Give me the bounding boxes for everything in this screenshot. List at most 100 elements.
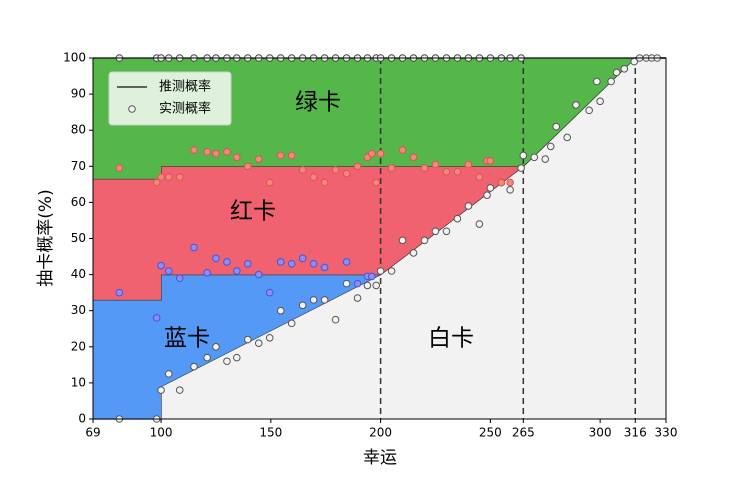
- measured-point: [287, 259, 296, 268]
- measured-point: [265, 178, 274, 187]
- measured-point: [483, 191, 491, 199]
- measured-point: [232, 353, 241, 362]
- measured-point: [585, 106, 593, 115]
- measured-point: [475, 173, 484, 181]
- measured-point: [223, 148, 231, 156]
- area-label: 绿卡: [295, 90, 341, 116]
- measured-point: [530, 153, 539, 162]
- measured-point: [409, 249, 418, 257]
- measured-point: [203, 268, 211, 277]
- x-tick-label: 300: [589, 426, 612, 440]
- y-tick-label: 80: [71, 123, 86, 137]
- measured-point: [157, 173, 165, 181]
- measured-point: [486, 184, 495, 192]
- measured-point: [342, 258, 351, 266]
- measured-point: [420, 164, 429, 172]
- measured-point: [309, 259, 318, 268]
- measured-point: [486, 157, 495, 165]
- measured-point: [115, 164, 124, 172]
- measured-point: [353, 162, 362, 171]
- measured-point: [342, 279, 351, 288]
- measured-point: [164, 267, 173, 275]
- measured-point: [442, 227, 451, 236]
- measured-point: [243, 162, 252, 171]
- measured-point: [506, 185, 514, 194]
- measured-point: [431, 227, 440, 236]
- measured-point: [276, 151, 285, 160]
- measured-point: [398, 236, 407, 245]
- measured-point: [596, 97, 604, 106]
- y-tick-label: 20: [71, 339, 86, 353]
- legend-marker: [128, 105, 136, 113]
- measured-point: [175, 173, 184, 181]
- measured-point: [212, 254, 220, 263]
- area: [93, 58, 666, 300]
- measured-point: [464, 160, 473, 169]
- measured-point: [152, 178, 161, 187]
- measured-point: [190, 146, 198, 154]
- measured-point: [593, 77, 601, 86]
- measured-point: [232, 153, 241, 162]
- measured-point: [175, 386, 184, 394]
- measured-point: [376, 149, 385, 158]
- measured-point: [563, 133, 572, 142]
- measured-point: [320, 263, 329, 272]
- measured-point: [464, 202, 473, 210]
- measured-point: [309, 173, 318, 181]
- measured-point: [363, 281, 372, 290]
- measured-point: [442, 167, 451, 176]
- x-tick-label: 250: [479, 426, 502, 440]
- measured-point: [287, 319, 296, 328]
- measured-point: [254, 155, 263, 163]
- measured-point: [387, 267, 396, 275]
- measured-point: [612, 68, 621, 77]
- y-tick-label: 100: [63, 51, 86, 65]
- x-axis-label: 幸运: [363, 448, 397, 468]
- y-tick-label: 60: [71, 195, 86, 209]
- y-tick-label: 90: [71, 87, 86, 101]
- measured-point: [164, 370, 173, 378]
- measured-point: [620, 65, 629, 73]
- measured-point: [376, 267, 385, 275]
- area-label: 蓝卡: [164, 326, 210, 352]
- measured-point: [331, 315, 340, 324]
- measured-point: [298, 254, 307, 263]
- measured-point: [265, 333, 274, 342]
- measured-point: [190, 362, 198, 371]
- x-tick-label: 200: [369, 426, 392, 440]
- measured-point: [320, 296, 329, 304]
- x-tick-label: 100: [150, 426, 173, 440]
- x-tick-label: 330: [655, 426, 678, 440]
- measured-point: [309, 296, 318, 304]
- y-tick-label: 30: [71, 303, 86, 317]
- measured-point: [157, 386, 165, 394]
- measured-point: [265, 288, 274, 297]
- measured-point: [331, 166, 340, 174]
- x-tick-label: 265: [512, 426, 535, 440]
- measured-point: [287, 151, 296, 160]
- measured-point: [541, 155, 550, 163]
- y-tick-label: 0: [78, 412, 86, 426]
- measured-point: [243, 259, 252, 268]
- measured-point: [115, 288, 124, 297]
- measured-point: [546, 142, 555, 151]
- measured-point: [203, 353, 211, 362]
- measured-point: [453, 167, 462, 176]
- legend-box: [108, 71, 232, 126]
- y-tick-label: 40: [71, 267, 86, 281]
- area-label: 白卡: [428, 326, 474, 352]
- measured-point: [320, 178, 329, 187]
- measured-point: [368, 272, 376, 281]
- measured-point: [254, 339, 263, 347]
- x-tick-label: 150: [259, 426, 282, 440]
- measured-point: [552, 122, 561, 131]
- measured-point: [398, 146, 407, 154]
- measured-point: [223, 258, 231, 266]
- measured-point: [212, 149, 220, 158]
- measured-point: [353, 294, 362, 302]
- area-label: 红卡: [230, 199, 276, 225]
- legend-label: 实测概率: [159, 101, 211, 117]
- measured-point: [607, 77, 615, 86]
- y-tick-label: 10: [71, 375, 86, 389]
